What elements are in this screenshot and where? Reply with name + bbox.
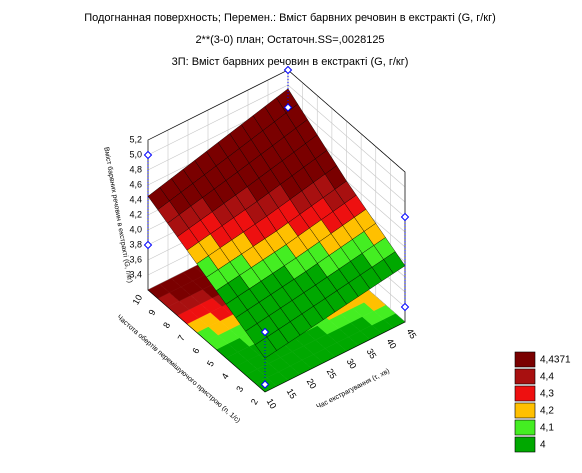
data-point — [400, 302, 410, 312]
z-tick-label: 3,6 — [129, 254, 142, 264]
data-point — [260, 380, 270, 389]
data-point — [283, 103, 293, 112]
data-point — [143, 150, 153, 160]
x-tick-label: 7 — [176, 333, 187, 342]
y-tick-label: 35 — [365, 347, 379, 361]
z-tick-label: 4,0 — [129, 224, 142, 234]
data-point — [400, 212, 410, 222]
chart-title: Подогнанная поверхность; Перемен.: Вміст… — [84, 12, 496, 24]
y-tick-label: 15 — [285, 387, 299, 401]
x-tick-label: 6 — [190, 346, 201, 355]
legend-label: 4,4371 — [540, 355, 571, 366]
legend-swatch — [514, 436, 536, 453]
surface-facet — [254, 336, 277, 359]
legend-swatch — [514, 419, 536, 436]
data-point — [260, 327, 270, 337]
x-tick-label: 3 — [234, 384, 245, 393]
z-tick-label: 4,8 — [129, 164, 142, 174]
z-tick-label: 5,2 — [129, 134, 142, 144]
y-tick-label: 30 — [345, 357, 359, 371]
legend-swatch — [514, 368, 536, 385]
z-tick-label: 4,2 — [129, 209, 142, 219]
legend-label: 4 — [540, 440, 546, 451]
chart-subtitle: 2**(3-0) план; Остаточн.SS=,0028125 — [195, 34, 384, 46]
legend-swatch — [514, 351, 536, 368]
y-tick-label: 40 — [385, 337, 399, 351]
x-tick-label: 9 — [146, 308, 157, 317]
z-tick-label: 4,4 — [129, 194, 142, 204]
z-tick-label: 5,0 — [129, 149, 142, 159]
data-point — [143, 240, 153, 250]
y-tick-label: 20 — [305, 377, 319, 391]
chart-subtitle: 3П: Вміст барвних речовин в екстракті (G… — [172, 56, 409, 68]
x-tick-label: 5 — [205, 359, 216, 368]
x-tick-label: 8 — [161, 321, 172, 330]
legend-swatch — [514, 385, 536, 402]
legend-label: 4,1 — [540, 423, 554, 434]
z-tick-label: 3,8 — [129, 239, 142, 249]
legend-label: 4,4 — [540, 372, 554, 383]
x-tick-label: 10 — [131, 293, 145, 307]
z-tick-label: 3,4 — [129, 269, 142, 279]
x-tick-label: 4 — [220, 372, 231, 381]
x-tick-label: 2 — [249, 397, 260, 406]
legend-label: 4,2 — [540, 406, 554, 417]
data-point — [283, 65, 293, 75]
y-tick-label: 10 — [265, 397, 279, 411]
legend-swatch — [514, 402, 536, 419]
z-tick-label: 4,6 — [129, 179, 142, 189]
legend-label: 4,3 — [540, 389, 554, 400]
y-tick-label: 25 — [325, 367, 339, 381]
y-tick-label: 45 — [405, 327, 419, 341]
